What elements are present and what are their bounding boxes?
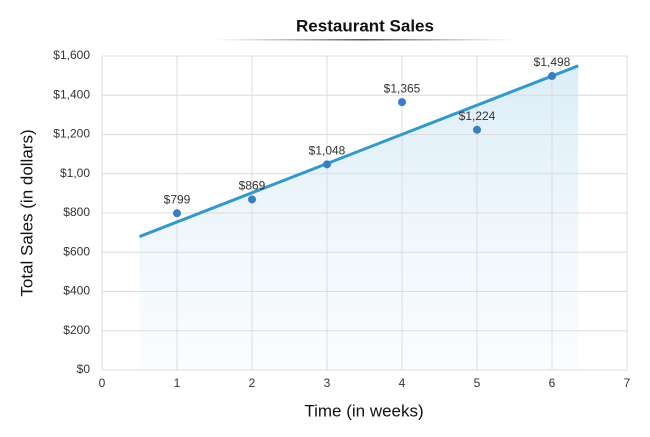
x-tick-label: 6 [549,376,556,390]
title-rule [210,39,520,41]
data-point [398,98,406,107]
y-tick-label: $600 [63,244,90,258]
y-tick-label: $1,600 [53,48,90,62]
y-tick-label: $1,400 [53,87,90,101]
data-label: $799 [164,192,191,206]
y-tick-label: $1,00 [60,166,90,180]
data-label: $1,365 [384,81,421,95]
data-point [548,72,556,81]
y-axis-label: Total Sales (in dollars) [17,129,36,296]
x-tick-label: 3 [324,376,331,390]
x-tick-label: 0 [99,376,106,390]
data-point [473,125,481,134]
y-tick-label: $200 [63,323,90,337]
data-point [323,160,331,169]
x-tick-label: 7 [624,376,631,390]
data-label: $1,048 [309,144,346,158]
x-tick-label: 5 [474,376,481,390]
data-label: $1,224 [459,109,496,123]
y-tick-label: $800 [63,205,90,219]
data-label: $1,498 [534,55,571,69]
x-tick-label: 2 [249,376,256,390]
trend-area [139,65,579,370]
data-label: $869 [239,179,266,193]
y-tick-label: $0 [77,362,91,376]
x-axis-label: Time (in weeks) [304,401,423,420]
y-tick-label: $1,200 [53,127,90,141]
data-point [173,209,181,218]
x-tick-label: 1 [174,376,181,390]
trend-line [138,64,579,238]
y-tick-label: $400 [63,284,90,298]
chart-title: Restaurant Sales [296,16,434,35]
x-tick-label: 4 [399,376,406,390]
data-point [248,195,256,204]
